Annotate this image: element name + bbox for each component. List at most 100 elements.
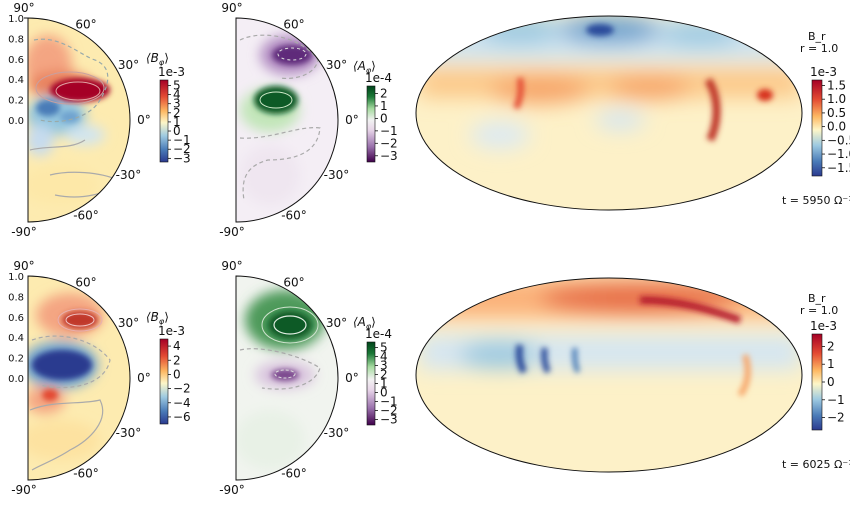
latitude-label: 90° [13, 259, 34, 273]
colorbar-tick-label: 1 [380, 377, 388, 391]
map-time-label: t = 5950 Ω⁻¹ [782, 194, 850, 207]
colorbar-tick-label: −3 [380, 149, 398, 163]
colorbar-exponent: 1e-3 [810, 319, 837, 333]
aphi-label: ⟨Aφ⟩ [353, 59, 376, 75]
latitude-label: 30° [118, 58, 139, 72]
colorbar-tick-label: −4 [173, 396, 191, 410]
latitude-label: -90° [219, 483, 245, 497]
colorbar-tick-label: 0.5 [827, 106, 846, 120]
colorbar-tick-label: −1 [380, 395, 398, 409]
colorbar-tick-label: 1 [827, 357, 835, 371]
latitude-label: 0° [137, 113, 151, 127]
latitude-label: -30° [324, 168, 350, 182]
colorbar-exponent: 1e-3 [810, 65, 837, 79]
br-surface-map-2 [415, 277, 803, 473]
colorbar-tick-label: 3 [173, 97, 181, 111]
colorbar-tick-label: 2 [827, 339, 835, 353]
latitude-label: 30° [118, 316, 139, 330]
colorbar-aphi-2 [366, 341, 376, 426]
map-title-line2: r = 1.0 [800, 42, 838, 55]
colorbar-tick-label: 0 [827, 375, 835, 389]
latitude-label: 0° [345, 371, 359, 385]
ytick-label: 1.0 [8, 14, 24, 25]
latitude-label: -60° [73, 208, 99, 222]
map-title-line1: B_r [808, 292, 826, 305]
colorbar-tick-label: −1 [380, 124, 398, 138]
ytick-label: 0.2 [8, 96, 24, 107]
colorbar-tick-label: −2 [380, 136, 398, 150]
colorbar-tick-label: 3 [380, 358, 388, 372]
latitude-label: 60° [283, 18, 304, 32]
colorbar-tick-label: 5 [380, 340, 388, 354]
bphi-label: ⟨Bφ⟩ [146, 51, 169, 67]
colorbar-tick-label: 2 [173, 353, 181, 367]
colorbar-tick-label: 0.0 [827, 120, 846, 134]
latitude-label: -30° [324, 426, 350, 440]
latitude-label: -90° [219, 225, 245, 239]
colorbar-tick-label: −2 [173, 382, 191, 396]
latitude-label: 90° [221, 1, 242, 15]
map-title-line2: r = 1.0 [800, 304, 838, 317]
colorbar-tick-label: −0.5 [827, 133, 850, 147]
colorbar-tick-label: 2 [380, 367, 388, 381]
latitude-label: 60° [75, 18, 96, 32]
colorbar-exponent: 1e-4 [365, 327, 392, 341]
colorbar-br-1 [811, 79, 823, 177]
colorbar-tick-label: 5 [173, 78, 181, 92]
bphi-meridional-plot-2 [27, 275, 131, 481]
colorbar-tick-label: −2 [173, 142, 191, 156]
latitude-label: 30° [326, 316, 347, 330]
colorbar-tick-label: 2 [380, 86, 388, 100]
colorbar-tick-label: 1 [380, 99, 388, 113]
colorbar-exponent: 1e-4 [365, 71, 392, 85]
ytick-label: 0.6 [8, 313, 24, 324]
colorbar-tick-label: 2 [173, 106, 181, 120]
colorbar-tick-label: 1 [173, 115, 181, 129]
latitude-label: 30° [326, 58, 347, 72]
colorbar-bphi-2 [159, 338, 169, 425]
colorbar-tick-label: −1 [173, 133, 191, 147]
colorbar-br-2 [811, 333, 823, 431]
latitude-label: -60° [73, 466, 99, 480]
aphi-meridional-plot-1 [235, 17, 339, 223]
colorbar-tick-label: 1.0 [827, 92, 846, 106]
latitude-label: -90° [11, 483, 37, 497]
colorbar-tick-label: 0 [173, 367, 181, 381]
colorbar-tick-label: 0 [173, 124, 181, 138]
latitude-label: -90° [11, 225, 37, 239]
colorbar-tick-label: 1.5 [827, 78, 846, 92]
ytick-label: 1.0 [8, 272, 24, 283]
aphi-meridional-plot-2 [235, 275, 339, 481]
bphi-meridional-plot-1 [24, 17, 131, 223]
colorbar-tick-label: 0 [380, 386, 388, 400]
colorbar-tick-label: −6 [173, 410, 191, 424]
colorbar-tick-label: 4 [380, 349, 388, 363]
ytick-label: 0.8 [8, 292, 24, 303]
colorbar-tick-label: −2 [380, 404, 398, 418]
latitude-label: 60° [75, 276, 96, 290]
ytick-label: 0.4 [8, 75, 24, 86]
colorbar-tick-label: −1 [827, 393, 845, 407]
colorbar-aphi-1 [366, 85, 376, 163]
ytick-label: 0.4 [8, 333, 24, 344]
latitude-label: 60° [283, 276, 304, 290]
ytick-label: 0.6 [8, 55, 24, 66]
colorbar-bphi-1 [159, 79, 169, 163]
latitude-label: 0° [345, 113, 359, 127]
colorbar-tick-label: −1.0 [827, 147, 850, 161]
bphi-label: ⟨Bφ⟩ [146, 310, 169, 326]
colorbar-exponent: 1e-3 [158, 65, 185, 79]
latitude-label: 90° [221, 259, 242, 273]
colorbar-tick-label: 4 [173, 88, 181, 102]
latitude-label: -30° [116, 168, 142, 182]
colorbar-tick-label: −3 [380, 413, 398, 427]
ytick-label: 0.2 [8, 354, 24, 365]
latitude-label: -60° [281, 466, 307, 480]
br-surface-map-1 [415, 15, 803, 211]
map-time-label: t = 6025 Ω⁻¹ [782, 458, 850, 471]
colorbar-tick-label: −1.5 [827, 161, 850, 175]
ytick-label: 0.0 [8, 116, 24, 127]
latitude-label: 90° [13, 1, 34, 15]
colorbar-exponent: 1e-3 [158, 324, 185, 338]
